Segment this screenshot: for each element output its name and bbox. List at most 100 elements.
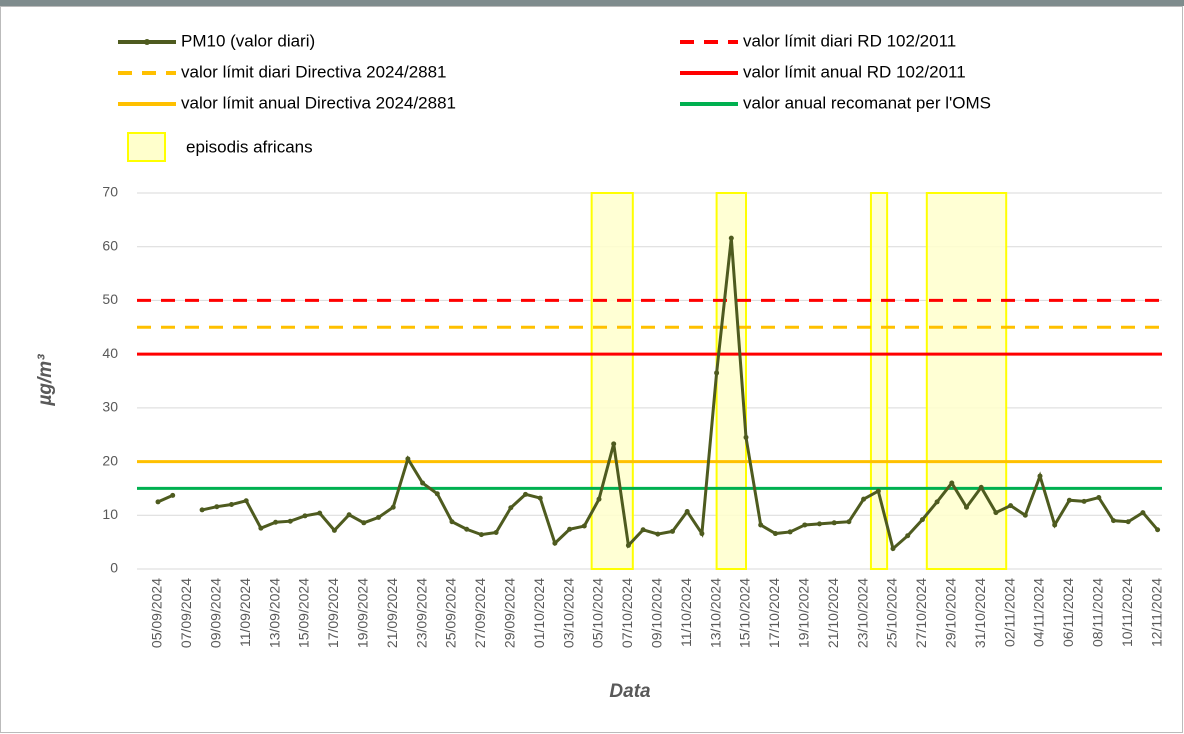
legend-marker — [144, 39, 150, 45]
y-tick-label: 20 — [102, 452, 118, 468]
x-tick-label: 02/11/2024 — [1001, 578, 1017, 647]
data-point — [1125, 519, 1131, 525]
x-tick-label: 10/11/2024 — [1119, 578, 1135, 647]
x-tick-label: 12/11/2024 — [1148, 578, 1164, 647]
legend-label: valor límit anual Directiva 2024/2881 — [181, 93, 456, 112]
data-point — [581, 523, 587, 529]
x-tick-label: 09/10/2024 — [649, 578, 665, 648]
data-point — [596, 496, 602, 502]
data-point — [331, 527, 337, 533]
data-point — [1096, 495, 1102, 501]
episode-band — [590, 192, 634, 570]
data-point — [640, 527, 646, 533]
data-point — [964, 504, 969, 510]
data-point — [287, 518, 293, 524]
data-point — [552, 540, 558, 546]
data-point — [405, 456, 411, 462]
data-line — [201, 237, 1159, 552]
x-tick-label: 09/09/2024 — [208, 578, 224, 648]
x-tick-label: 05/10/2024 — [590, 578, 606, 648]
legend-label: valor límit anual RD 102/2011 — [743, 62, 966, 81]
data-point — [890, 546, 896, 552]
x-tick-label: 04/11/2024 — [1031, 578, 1047, 647]
x-tick-label: 07/09/2024 — [178, 578, 194, 648]
data-point — [611, 441, 617, 447]
y-tick-label: 70 — [102, 184, 118, 200]
x-tick-label: 13/10/2024 — [707, 578, 723, 648]
data-point — [273, 519, 279, 525]
data-point — [1155, 527, 1161, 533]
data-point — [1008, 503, 1014, 509]
x-tick-label: 17/10/2024 — [766, 578, 782, 648]
y-tick-label: 10 — [102, 506, 118, 522]
legend-swatch — [127, 132, 166, 162]
data-point — [993, 510, 999, 516]
data-point — [670, 528, 675, 534]
data-point — [743, 434, 749, 440]
data-point — [1037, 473, 1043, 479]
data-point — [1022, 512, 1028, 518]
top-bar — [0, 0, 1184, 6]
y-tick-label: 30 — [102, 399, 118, 415]
data-point — [817, 521, 822, 527]
data-point — [802, 522, 808, 528]
y-tick-label: 0 — [110, 560, 118, 576]
data-point — [258, 525, 264, 531]
data-point — [772, 531, 778, 537]
data-point — [170, 492, 176, 498]
x-tick-label: 03/10/2024 — [560, 578, 576, 648]
data-point — [523, 491, 528, 497]
data-point — [376, 514, 381, 520]
y-tick-label: 60 — [102, 237, 118, 253]
data-point — [1140, 510, 1146, 516]
data-point — [567, 526, 573, 532]
x-tick-label: 29/09/2024 — [502, 578, 518, 648]
x-tick-label: 17/09/2024 — [325, 578, 341, 648]
data-point — [390, 504, 396, 510]
x-tick-label: 27/09/2024 — [472, 578, 488, 648]
data-point — [199, 507, 205, 513]
data-point — [1111, 518, 1116, 524]
legend-label: valor límit diari Directiva 2024/2881 — [181, 62, 447, 81]
data-point — [919, 517, 925, 523]
data-point — [214, 504, 220, 510]
data-point — [861, 496, 867, 502]
data-point — [1081, 498, 1087, 504]
x-tick-label: 27/10/2024 — [913, 578, 929, 648]
x-tick-label: 06/11/2024 — [1060, 578, 1076, 647]
legend-label: valor anual recomanat per l'OMS — [743, 93, 991, 112]
data-point — [846, 519, 852, 525]
x-tick-label: 05/09/2024 — [149, 578, 165, 648]
x-tick-label: 19/09/2024 — [355, 578, 371, 648]
episode-band — [869, 192, 889, 570]
x-tick-label: 15/09/2024 — [296, 578, 312, 648]
data-point — [978, 484, 984, 490]
data-point — [787, 529, 793, 535]
data-point — [684, 509, 690, 515]
x-tick-label: 21/09/2024 — [384, 578, 400, 648]
x-tick-label: 11/09/2024 — [237, 578, 253, 647]
data-point — [155, 499, 161, 505]
data-point — [875, 488, 881, 494]
x-tick-label: 08/11/2024 — [1090, 578, 1106, 647]
data-point — [493, 529, 499, 535]
y-tick-label: 40 — [102, 345, 118, 361]
data-point — [243, 498, 249, 504]
data-point — [317, 510, 323, 516]
data-point — [478, 532, 484, 538]
data-point — [302, 513, 308, 519]
x-tick-label: 25/10/2024 — [884, 578, 900, 648]
x-tick-label: 11/10/2024 — [678, 578, 694, 647]
data-point — [934, 499, 940, 505]
data-point — [655, 531, 661, 537]
data-point — [831, 520, 837, 526]
y-tick-label: 50 — [102, 291, 118, 307]
data-line — [157, 494, 174, 504]
x-tick-label: 25/09/2024 — [443, 578, 459, 648]
data-point — [1066, 497, 1072, 503]
x-tick-label: 29/10/2024 — [943, 578, 959, 648]
data-point — [905, 533, 911, 539]
data-point — [758, 522, 764, 528]
data-point — [420, 480, 426, 486]
